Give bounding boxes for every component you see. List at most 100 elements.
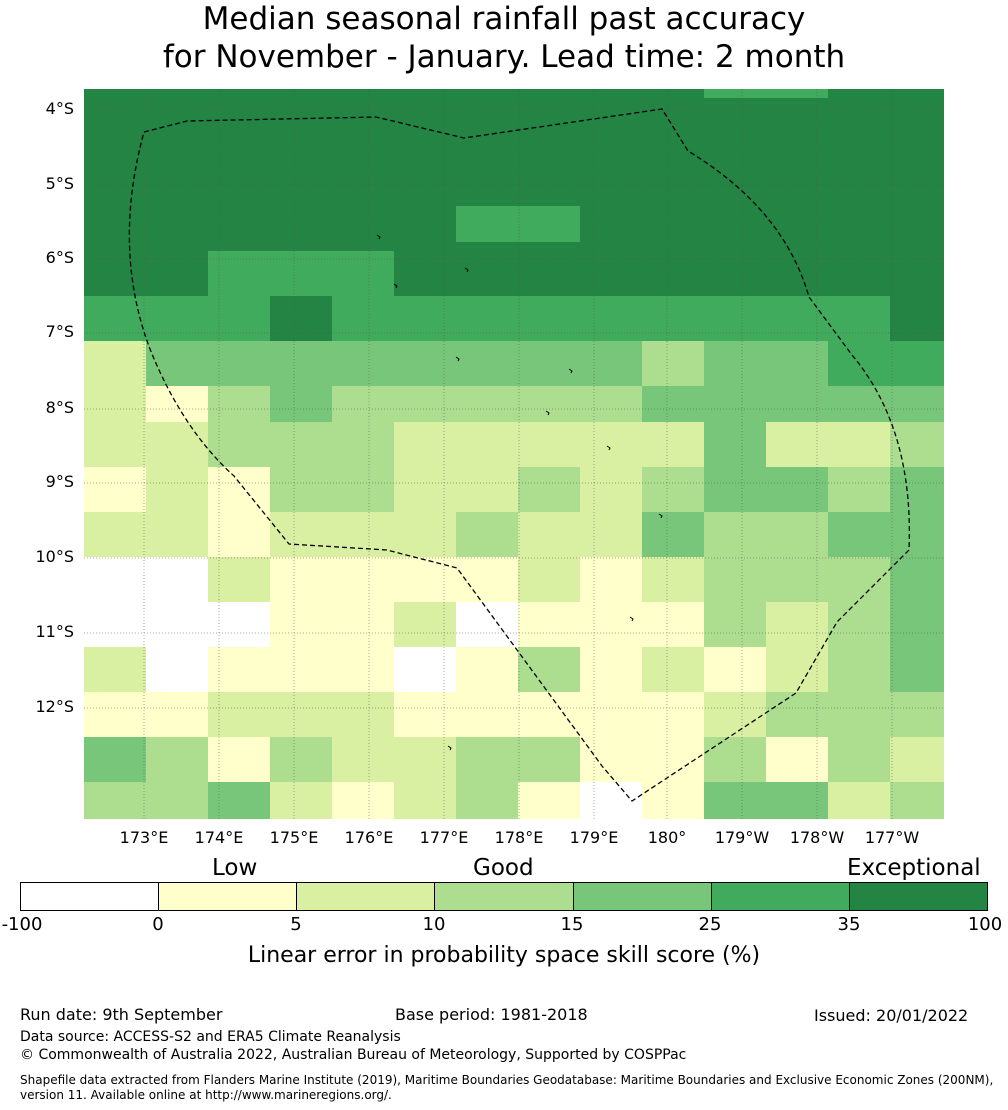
grid-cell: [84, 710, 147, 720]
grid-cell: [84, 134, 147, 144]
grid-cell: [828, 134, 891, 144]
grid-cell: [270, 413, 333, 423]
grid-cell: [208, 224, 271, 234]
grid-cell: [642, 710, 705, 720]
grid-cell: [270, 107, 333, 117]
grid-cell: [828, 89, 891, 99]
grid-cell: [642, 188, 705, 198]
lat-label-10s: 10°S: [35, 547, 74, 566]
grid-cell: [208, 260, 271, 270]
grid-cell: [332, 332, 395, 342]
grid-cell: [146, 431, 209, 441]
grid-cell: [518, 566, 581, 576]
grid-cell: [890, 350, 944, 360]
grid-cell: [642, 413, 705, 423]
grid-cell: [828, 377, 891, 387]
grid-cell: [828, 611, 891, 621]
grid-cell: [890, 143, 944, 153]
grid-cell: [580, 368, 643, 378]
grid-cell: [518, 773, 581, 783]
grid-cell: [394, 539, 457, 549]
grid-cell: [270, 251, 333, 261]
grid-cell: [456, 206, 519, 216]
grid-cell: [456, 215, 519, 225]
grid-cell: [394, 719, 457, 729]
grid-cell: [704, 233, 767, 243]
grid-cell: [828, 278, 891, 288]
grid-cell: [766, 323, 829, 333]
grid-cell: [394, 773, 457, 783]
grid-cell: [518, 611, 581, 621]
grid-cell: [332, 728, 395, 738]
grid-cell: [146, 584, 209, 594]
grid-cell: [146, 809, 209, 819]
grid-cell: [828, 116, 891, 126]
grid-cell: [518, 494, 581, 504]
grid-cell: [518, 170, 581, 180]
grid-cell: [84, 548, 147, 558]
grid-cell: [146, 170, 209, 180]
grid-cell: [394, 170, 457, 180]
grid-cell: [84, 323, 147, 333]
grid-cell: [580, 386, 643, 396]
grid-cell: [332, 179, 395, 189]
grid-cell: [208, 359, 271, 369]
grid-cell: [270, 386, 333, 396]
grid-cell: [828, 197, 891, 207]
grid-cell: [766, 791, 829, 801]
grid-cell: [332, 746, 395, 756]
grid-cell: [456, 809, 519, 819]
colorbar-segment: [573, 883, 712, 910]
grid-cell: [580, 467, 643, 477]
grid-cell: [394, 422, 457, 432]
grid-cell: [642, 296, 705, 306]
grid-cell: [704, 278, 767, 288]
grid-cell: [580, 710, 643, 720]
grid-cell: [84, 620, 147, 630]
grid-cell: [828, 125, 891, 135]
grid-cell: [766, 269, 829, 279]
grid-cell: [270, 611, 333, 621]
grid-cell: [456, 116, 519, 126]
grid-cell: [332, 341, 395, 351]
grid-cell: [642, 422, 705, 432]
grid-cell: [828, 647, 891, 657]
grid-cell: [704, 440, 767, 450]
grid-cell: [146, 197, 209, 207]
grid-cell: [146, 737, 209, 747]
grid-cell: [518, 368, 581, 378]
grid-cell: [332, 467, 395, 477]
grid-cell: [766, 692, 829, 702]
grid-cell: [332, 791, 395, 801]
grid-cell: [890, 125, 944, 135]
grid-cell: [332, 773, 395, 783]
grid-cell: [518, 737, 581, 747]
grid-cell: [270, 395, 333, 405]
grid-cell: [704, 809, 767, 819]
colorbar-segment: [159, 883, 298, 910]
grid-cell: [766, 575, 829, 585]
grid-cell: [84, 692, 147, 702]
lon-label-180: 180°: [647, 828, 687, 847]
grid-cell: [704, 746, 767, 756]
grid-cell: [456, 674, 519, 684]
grid-cell: [456, 422, 519, 432]
grid-cell: [642, 269, 705, 279]
grid-cell: [890, 134, 944, 144]
grid-cell: [704, 701, 767, 711]
grid-cell: [518, 413, 581, 423]
grid-cell: [704, 350, 767, 360]
grid-cell: [270, 674, 333, 684]
grid-cell: [208, 701, 271, 711]
grid-cell: [704, 575, 767, 585]
shapefile-credit-line-2: version 11. Available online at http://w…: [20, 1088, 392, 1102]
grid-cell: [332, 620, 395, 630]
grid-cell: [208, 746, 271, 756]
grid-cell: [518, 638, 581, 648]
grid-cell: [270, 773, 333, 783]
grid-cell: [270, 188, 333, 198]
category-low: Low: [212, 855, 258, 881]
grid-cell: [146, 674, 209, 684]
grid-cell: [828, 233, 891, 243]
grid-cell: [890, 737, 944, 747]
